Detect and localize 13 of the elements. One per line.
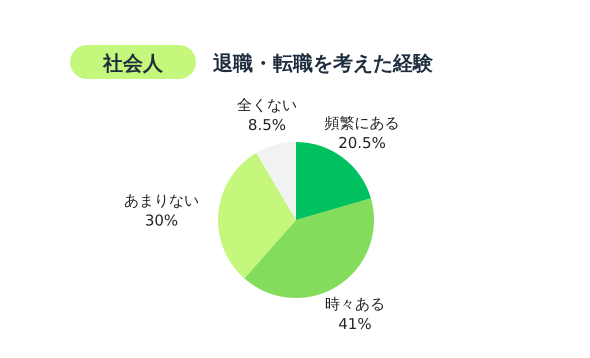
data-label: 20.5% xyxy=(338,134,386,152)
pie-slice xyxy=(218,152,296,279)
chart-title: 退職・転職を考えた経験 xyxy=(212,51,434,75)
pie-slice xyxy=(256,142,296,220)
slice-label: 全くない xyxy=(236,96,297,114)
slice-label: 時々ある xyxy=(324,294,385,313)
slice-label: あまりない xyxy=(124,192,199,210)
data-label: 8.5% xyxy=(248,116,286,134)
data-label: 41% xyxy=(338,314,372,333)
pie-slice xyxy=(244,198,374,298)
chart-subtitle: 社会人 xyxy=(102,51,164,75)
slice-label: 頻繁にある xyxy=(324,114,400,132)
data-label: 30% xyxy=(144,212,178,230)
